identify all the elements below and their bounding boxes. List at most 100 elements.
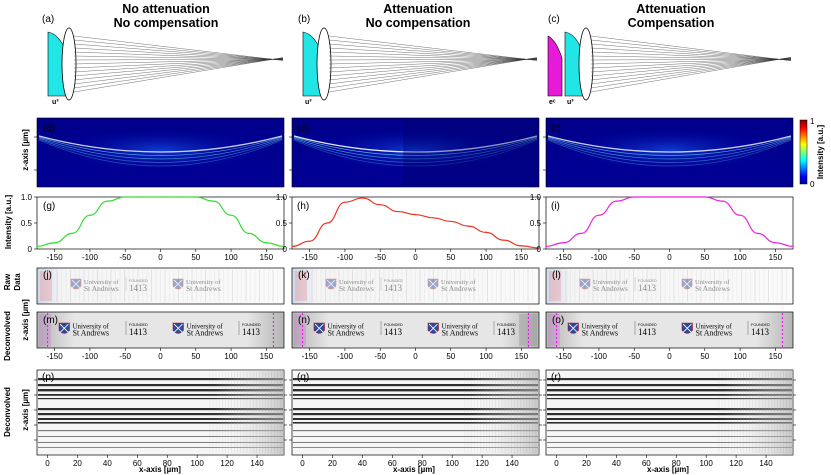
stripe-fade [37,370,284,455]
founded-year: 1413 [638,283,657,293]
ray-line [73,58,284,73]
x-tick-label: 120 [220,459,234,468]
panel-label-b: (b) [298,14,310,25]
data-point [520,245,522,247]
x-tick-label: -50 [374,253,386,262]
x-tick-label: -150 [556,253,573,262]
saltire-cross [682,323,692,333]
panel-label-i: (i) [551,201,560,212]
data-point [651,196,653,198]
focus-arc [38,139,283,167]
stripes-panel-q: (q) 0 20 40 60 80 100 120 140 [289,369,542,468]
logo-line2: St Andrews [695,284,730,293]
color-fringe [295,271,307,301]
x-tick-label: -100 [82,352,99,361]
y-tick-label: 0.5 [276,219,288,228]
data-point [89,214,91,216]
founded-year: 1413 [129,283,148,293]
data-point [212,200,215,202]
profile-chart-i: 1.0 0.5 0 -150 -100 -50 0 50 100 150 [530,193,794,262]
panel-label-f: (f) [551,123,560,134]
data-point [36,245,38,247]
x-tick-label: 0 [45,459,50,468]
panel-label: (p) [42,372,54,383]
x-tick-label: -150 [302,352,319,361]
y-tick-label: 0 [283,245,288,254]
ray-fan [328,35,538,93]
ray-line [328,58,538,77]
x-tick-label: 20 [73,459,82,468]
column-title-line2-a: No compensation [114,16,219,30]
data-point [230,214,232,216]
saltire-cross [580,279,590,289]
logo-line1: University of [328,323,365,330]
deconvolved-label: Deconvolved [3,311,12,361]
shield-icon [172,322,184,334]
ray-line [328,57,538,93]
data-point [757,232,759,234]
data-point [792,245,794,247]
x-tick-label: 150 [260,253,274,262]
x-tick-label: 140 [759,459,773,468]
panel-label: (q) [297,372,309,383]
x-tick-label: 50 [446,253,455,262]
x-tick-label: 80 [672,459,681,468]
data-point [503,239,505,241]
saltire-cross [568,323,578,333]
ray-line [590,35,792,61]
y-tick-label: 0 [28,245,33,254]
data-point [195,196,197,198]
schematic-a: (a) No attenuation No compensation u³ [42,2,284,106]
x-tick-label: -100 [591,253,608,262]
x-tick-label: -50 [628,352,640,361]
founded-year: 1413 [242,327,261,337]
data-point [668,196,671,198]
logo-line2: St Andrews [339,284,374,293]
logo-line1: University of [582,323,619,330]
data-point [361,197,364,199]
raw-frame [545,267,794,305]
saltire-cross [173,279,183,289]
logo-line2: St Andrews [441,284,476,293]
ray-line [73,51,284,60]
colorbar-min: 0 [810,180,815,189]
x-axis-label: x-axis [µm] [139,465,181,474]
focus-arc [38,138,283,163]
founded-year: 1413 [638,327,657,337]
x-tick-label: 20 [582,459,591,468]
colorbar: 1 0 Intensity [a.u.] [799,117,825,189]
logo-line1: University of [442,323,479,330]
x-tick-label: 0 [158,253,163,262]
x-tick-label: 40 [612,459,621,468]
x-tick-label: 50 [700,352,709,361]
panel-label: (n) [298,315,310,326]
z-axis-label: z-axis [µm] [21,299,30,341]
x-tick-label: 100 [479,253,493,262]
x-tick-label: 100 [479,352,493,361]
data-point [248,232,250,234]
x-tick-label: -100 [591,352,608,361]
data-point [580,232,582,234]
color-fringe [549,271,561,301]
stripes-panel-r: (r) 0 20 40 60 80 100 120 140 [543,369,796,468]
x-tick-label: 140 [505,459,519,468]
x-tick-label: 100 [224,352,238,361]
ray-line [328,47,538,61]
x-tick-label: 100 [445,459,459,468]
ray-line [590,58,792,73]
shield-icon [567,322,579,334]
data-point [71,232,73,234]
logo-line1: University of [696,323,733,330]
plot-frame [291,196,540,250]
data-point [432,217,434,219]
shield-icon [681,278,693,290]
x-tick-label: 150 [515,253,529,262]
y-tick-label: 1.0 [21,193,33,202]
x-tick-label: 100 [190,459,204,468]
logo-line1: University of [593,279,628,286]
x-tick-label: -50 [628,253,640,262]
ray-fan [590,35,792,93]
z-axis-label: z-axis [µm] [21,129,30,171]
